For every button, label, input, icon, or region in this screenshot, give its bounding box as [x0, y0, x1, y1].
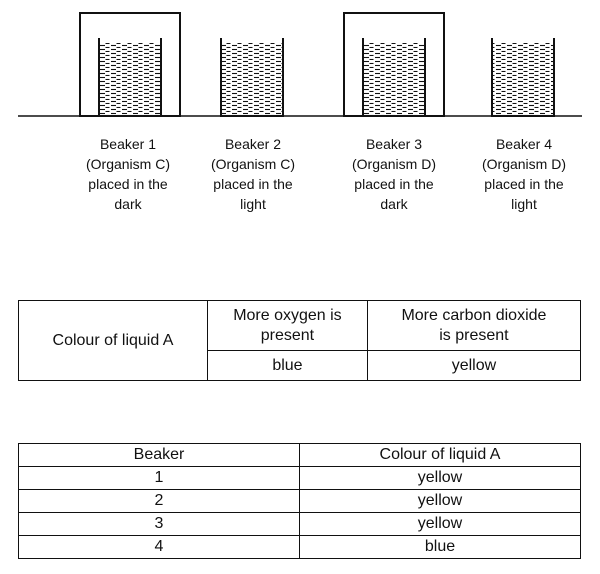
- cell-colour: yellow: [299, 466, 581, 490]
- table-row: 1 yellow: [18, 466, 581, 490]
- caption-beaker-2: Beaker 2 (Organism C) placed in the ligh…: [193, 134, 313, 214]
- colour-key-table: Colour of liquid A More oxygen is presen…: [18, 300, 582, 381]
- caption-line: (Organism C): [210, 156, 295, 172]
- header-line: More carbon dioxide: [401, 306, 547, 324]
- caption-line: Beaker 2: [224, 136, 282, 152]
- cell-colour: blue: [299, 535, 581, 559]
- caption-line: dark: [114, 196, 142, 212]
- table-row: 3 yellow: [18, 512, 581, 536]
- key-header-oxygen: More oxygen is present: [207, 300, 368, 351]
- liquid-a: [493, 43, 553, 115]
- beaker-setup-diagram: [18, 12, 582, 117]
- caption-line: Beaker 3: [365, 136, 423, 152]
- liquid-a: [222, 43, 282, 115]
- caption-line: placed in the: [484, 176, 564, 192]
- table-row: 2 yellow: [18, 489, 581, 513]
- liquid-a: [364, 43, 424, 115]
- caption-line: dark: [380, 196, 408, 212]
- results-table: Beaker Colour of liquid A 1 yellow 2 yel…: [18, 443, 581, 559]
- key-value-oxygen: blue: [207, 350, 368, 381]
- caption-beaker-1: Beaker 1 (Organism C) placed in the dark: [68, 134, 188, 214]
- caption-line: (Organism D): [481, 156, 566, 172]
- key-value-carbon-dioxide: yellow: [366, 350, 582, 381]
- cell-beaker: 2: [18, 489, 300, 513]
- beaker-3: [362, 38, 426, 117]
- cell-colour: yellow: [299, 512, 581, 536]
- key-row-label: Colour of liquid A: [18, 300, 208, 381]
- caption-beaker-3: Beaker 3 (Organism D) placed in the dark: [334, 134, 454, 214]
- cell-beaker: 1: [18, 466, 300, 490]
- results-header-row: Beaker Colour of liquid A: [18, 443, 581, 467]
- header-line: More oxygen is: [233, 306, 342, 324]
- cell-colour: yellow: [299, 489, 581, 513]
- caption-line: Beaker 4: [495, 136, 553, 152]
- caption-line: placed in the: [354, 176, 434, 192]
- header-line: is present: [439, 326, 509, 344]
- header-beaker: Beaker: [18, 443, 300, 467]
- caption-beaker-4: Beaker 4 (Organism D) placed in the ligh…: [464, 134, 584, 214]
- caption-line: placed in the: [213, 176, 293, 192]
- caption-line: Beaker 1: [99, 136, 157, 152]
- header-colour: Colour of liquid A: [299, 443, 581, 467]
- caption-line: (Organism D): [351, 156, 436, 172]
- caption-line: (Organism C): [85, 156, 170, 172]
- liquid-a: [100, 43, 160, 115]
- caption-line: light: [240, 196, 266, 212]
- caption-line: light: [511, 196, 537, 212]
- cell-beaker: 3: [18, 512, 300, 536]
- header-line: present: [260, 326, 315, 344]
- key-header-carbon-dioxide: More carbon dioxide is present: [366, 300, 582, 351]
- cell-beaker: 4: [18, 535, 300, 559]
- beaker-2: [220, 38, 284, 117]
- table-row: 4 blue: [18, 535, 581, 559]
- beaker-1: [98, 38, 162, 117]
- beaker-4: [491, 38, 555, 117]
- caption-line: placed in the: [88, 176, 168, 192]
